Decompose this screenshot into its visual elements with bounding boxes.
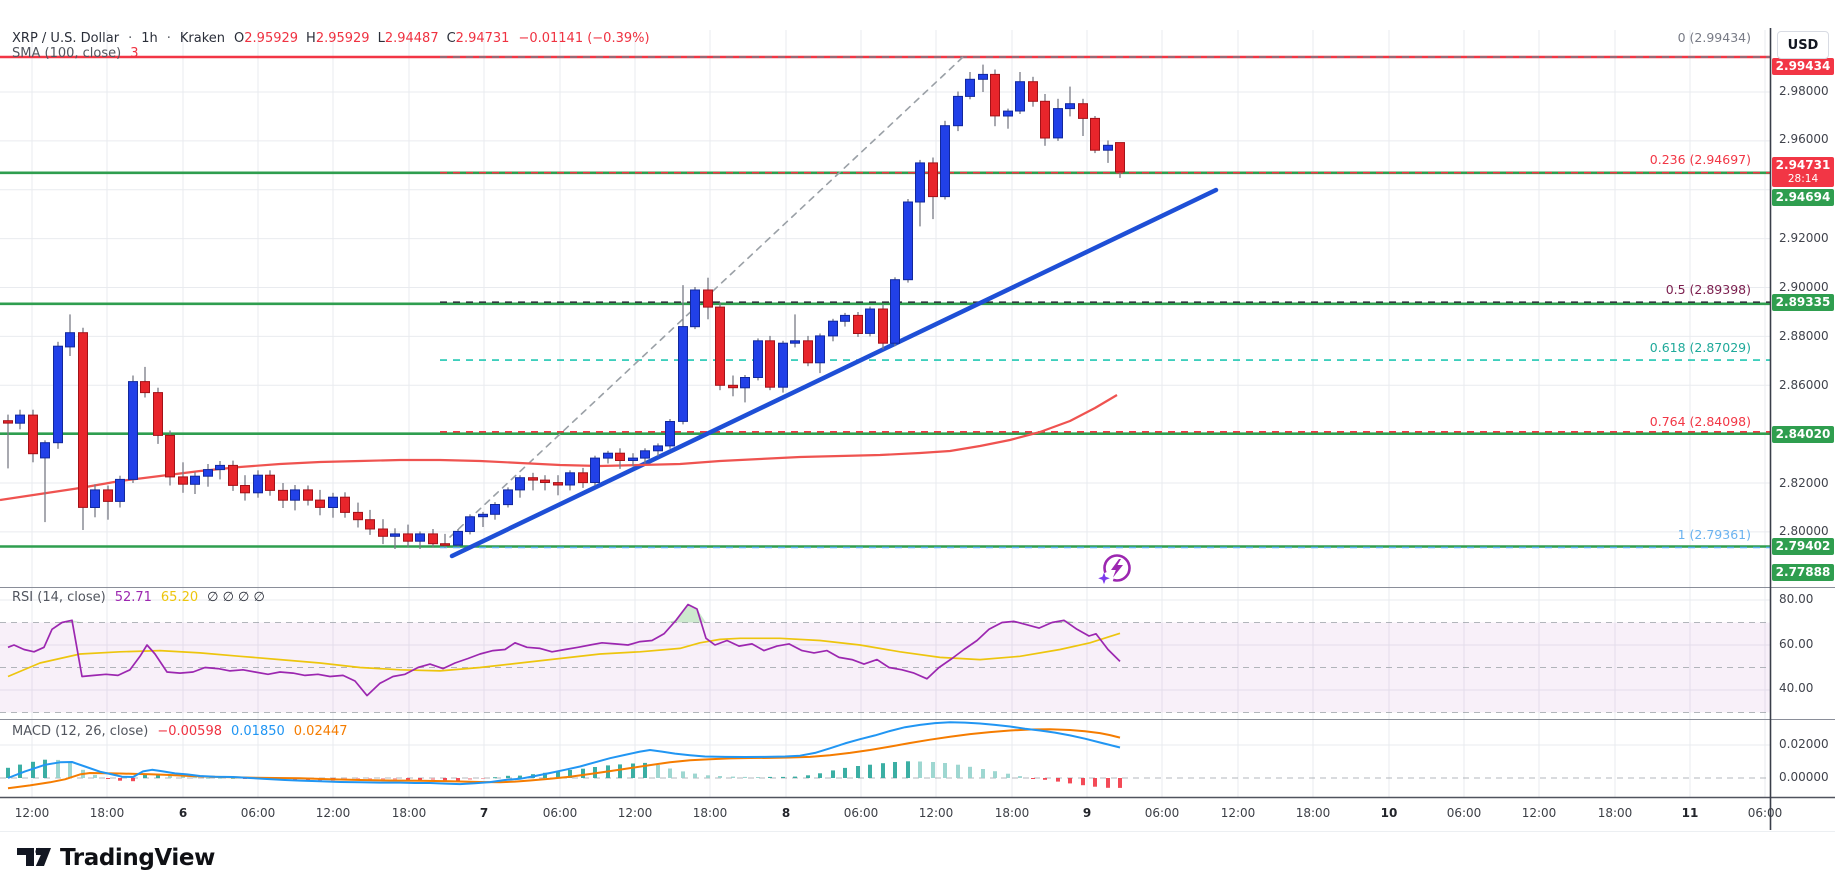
legend-separator: · <box>166 31 171 46</box>
fib-level-label: 0.764 (2.84098) <box>1649 414 1751 429</box>
time-tick-label: 8 <box>781 806 791 820</box>
support-trendline <box>449 187 1219 559</box>
lightning-badge-icon[interactable] <box>1098 554 1131 585</box>
time-tick-label: 12:00 <box>918 806 954 820</box>
macd-hist-value: −0.00598 <box>157 724 222 739</box>
axis-tick-label: 2.98000 <box>1779 84 1829 98</box>
ohlc-values: O2.95929 H2.95929 L2.94487 C2.94731 <box>234 31 509 46</box>
axis-tick-label: 2.96000 <box>1779 132 1829 146</box>
time-tick-label: 18:00 <box>1295 806 1331 820</box>
time-tick-label: 9 <box>1082 806 1092 820</box>
symbol-title: XRP / U.S. Dollar <box>12 31 120 46</box>
rsi-legend[interactable]: RSI (14, close) 52.71 65.20 ∅ ∅ ∅ ∅ <box>12 590 265 605</box>
green-line-price-tag: 2.84020 <box>1772 426 1834 443</box>
axis-tick-label: 2.82000 <box>1779 476 1829 490</box>
axis-tick-label: 2.80000 <box>1779 524 1829 538</box>
footer-bar: TradingView <box>0 831 1835 883</box>
tradingview-logo-icon[interactable] <box>16 841 52 875</box>
time-tick-label: 06:00 <box>843 806 879 820</box>
fib-level-label: 1 (2.79361) <box>1677 527 1751 542</box>
exchange-label: Kraken <box>179 31 226 46</box>
axis-tick-label: 2.92000 <box>1779 231 1829 245</box>
ohlc-c: C2.94731 <box>446 31 510 46</box>
rsi-value: 52.71 <box>114 590 152 605</box>
green-line-price-tag: 2.77888 <box>1772 564 1834 581</box>
time-tick-label: 06:00 <box>542 806 578 820</box>
countdown-timer: 28:14 <box>1787 173 1819 185</box>
axis-tick-label: 60.00 <box>1779 637 1814 651</box>
rsi-ma-value: 65.20 <box>160 590 199 605</box>
time-tick-label: 12:00 <box>617 806 653 820</box>
time-tick-label: 11 <box>1681 806 1699 820</box>
vertical-gridlines <box>31 30 1766 797</box>
time-tick-label: 12:00 <box>1220 806 1256 820</box>
macd-label: MACD (12, 26, close) <box>12 724 149 739</box>
ohlc-o: O2.95929 <box>234 31 299 46</box>
macd-signal-value: 0.02447 <box>293 724 348 739</box>
fib-level-label: 0 (2.99434) <box>1677 30 1751 45</box>
time-tick-label: 18:00 <box>391 806 427 820</box>
macd-line <box>7 721 1121 786</box>
time-tick-label: 06:00 <box>1446 806 1482 820</box>
axis-tick-label: 40.00 <box>1779 681 1814 695</box>
axis-tick-label: 2.88000 <box>1779 329 1829 343</box>
symbol-legend[interactable]: XRP / U.S. Dollar · 1h · Kraken O2.95929… <box>12 31 650 46</box>
macd-legend[interactable]: MACD (12, 26, close) −0.00598 0.01850 0.… <box>12 724 348 739</box>
fib-level-label: 0.236 (2.94697) <box>1649 152 1751 167</box>
ohlc-l: L2.94487 <box>377 31 439 46</box>
sma-label: SMA (100, close) <box>12 46 122 61</box>
time-tick-label: 12:00 <box>1521 806 1557 820</box>
rsi-label: RSI (14, close) <box>12 590 106 605</box>
axis-tick-label: 2.90000 <box>1779 280 1829 294</box>
time-tick-label: 12:00 <box>14 806 50 820</box>
time-tick-label: 18:00 <box>1597 806 1633 820</box>
green-line-price-tag: 2.79402 <box>1772 538 1834 555</box>
alert-price-tag: 2.99434 <box>1772 58 1834 75</box>
axis-tick-label: 80.00 <box>1779 592 1814 606</box>
time-tick-label: 18:00 <box>692 806 728 820</box>
tradingview-logo-text[interactable]: TradingView <box>60 844 215 871</box>
fib-level-label: 0.618 (2.87029) <box>1649 340 1751 355</box>
time-tick-label: 18:00 <box>994 806 1030 820</box>
candles <box>3 64 1125 549</box>
time-tick-label: 6 <box>178 806 188 820</box>
axis-tick-label: 0.02000 <box>1779 737 1829 751</box>
currency-toggle-button[interactable]: USD <box>1777 31 1829 59</box>
macd-signal-line <box>7 728 1121 790</box>
rsi-empty-values: ∅ ∅ ∅ ∅ <box>207 590 265 605</box>
interval-label[interactable]: 1h <box>141 31 158 46</box>
sma-value: 3 <box>130 46 139 61</box>
last-price-countdown-tag: 2.94731 28:14 <box>1772 157 1834 187</box>
axis-tick-label: 0.00000 <box>1779 770 1829 784</box>
green-line-price-tag: 2.94694 <box>1772 189 1834 206</box>
green-line-price-tag: 2.89335 <box>1772 294 1834 311</box>
change-value: −0.01141 (−0.39%) <box>518 31 650 46</box>
rsi-line <box>7 603 1121 697</box>
axis-tick-label: 2.86000 <box>1779 378 1829 392</box>
time-tick-label: 06:00 <box>1747 806 1783 820</box>
fib-level-label: 0.5 (2.89398) <box>1665 282 1751 297</box>
rsi-ma-line <box>7 632 1121 678</box>
time-tick-label: 7 <box>479 806 489 820</box>
ohlc-h: H2.95929 <box>306 31 370 46</box>
time-tick-label: 18:00 <box>89 806 125 820</box>
time-tick-label: 12:00 <box>315 806 351 820</box>
time-tick-label: 06:00 <box>240 806 276 820</box>
legend-separator: · <box>128 31 133 46</box>
macd-line-value: 0.01850 <box>231 724 285 739</box>
time-tick-label: 06:00 <box>1144 806 1180 820</box>
sma-legend[interactable]: SMA (100, close) 3 <box>12 46 138 61</box>
time-tick-label: 10 <box>1380 806 1398 820</box>
